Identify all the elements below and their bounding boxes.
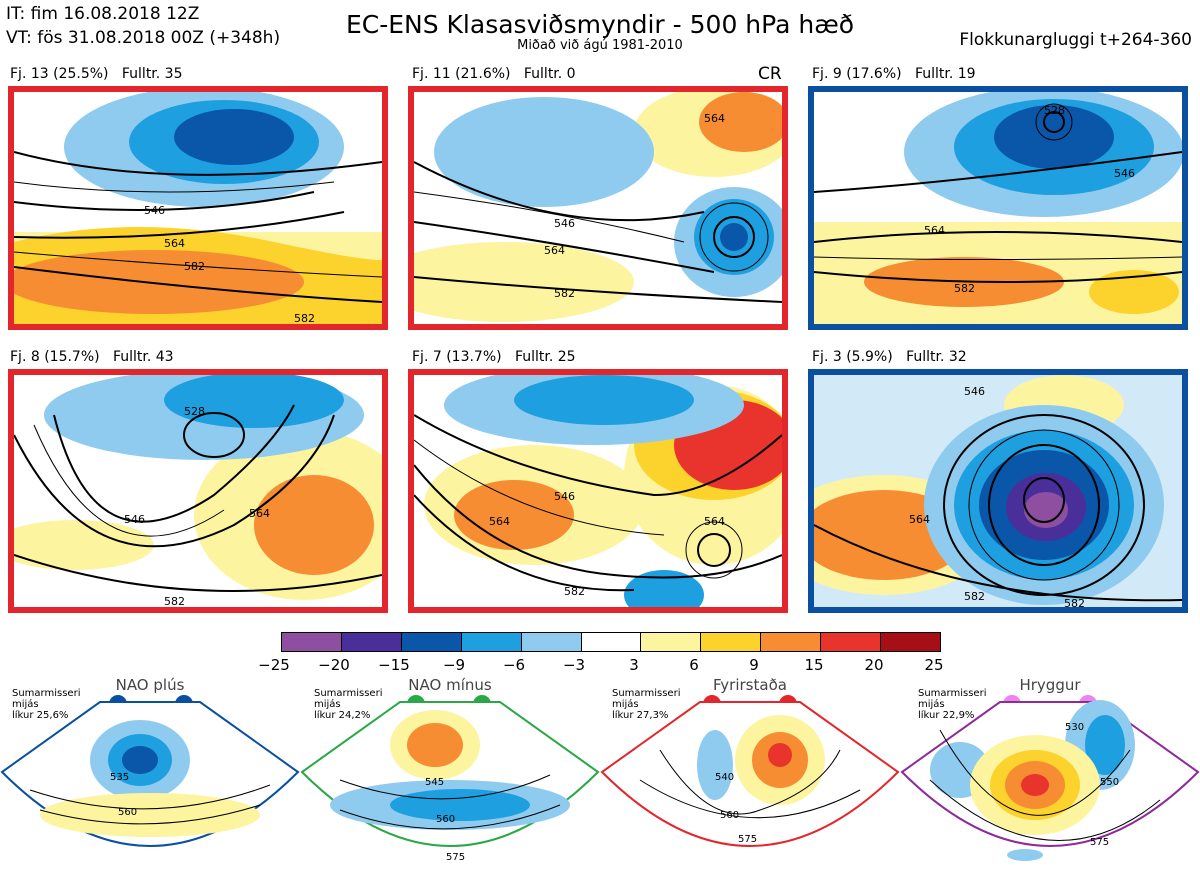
colorbar-tick: 9 (749, 656, 759, 674)
colorbar-tick: −3 (562, 656, 586, 674)
contour-label: 575 (446, 852, 465, 863)
regime-nao-minus-stats: Sumarmisseri mijás líkur 24,2% (314, 688, 383, 721)
regime-ridge-title: Hryggur (1019, 676, 1081, 694)
colorbar-swatch (521, 633, 582, 651)
contour-label: 564 (164, 237, 185, 250)
contour-label: 582 (964, 590, 985, 603)
page-title: EC-ENS Klasasviðsmyndir - 500 hPa hæð (345, 10, 855, 39)
contour-label: 530 (1065, 722, 1084, 733)
panel-6-label: Fj. 3 (5.9%) Fulltr. 32 (812, 349, 967, 365)
regime-nao-minus-map: 545 560 575 (300, 695, 600, 863)
cluster-map-13: 546 564 582 582 (8, 86, 388, 330)
colorbar-tick: −25 (258, 656, 290, 674)
contour-label: 575 (738, 834, 757, 845)
contour-label: 582 (554, 287, 575, 300)
panel-1-label: Fj. 13 (25.5%) Fulltr. 35 (10, 66, 183, 82)
cluster-map-13-plot: 546 564 582 582 (14, 92, 382, 324)
contour-label: 575 (1090, 837, 1109, 848)
contour-label: 564 (544, 244, 565, 257)
colorbar-swatch (461, 633, 522, 651)
control-run-marker: CR (758, 64, 782, 84)
colorbar-swatch (581, 633, 642, 651)
contour-label: 582 (954, 282, 975, 295)
contour-label: 564 (704, 515, 725, 528)
cluster-map-3: 546 564 582 582 (808, 369, 1188, 613)
panel-2-label: Fj. 11 (21.6%) Fulltr. 0 (412, 66, 576, 82)
cluster-map-11: 564 546 564 582 (408, 86, 788, 330)
page-subtitle: Miðað við ágú 1981-2010 (517, 38, 683, 53)
colorbar-tick: −6 (502, 656, 526, 674)
anomaly-colorbar (281, 632, 941, 652)
regime-ridge-stats: Sumarmisseri mijás líkur 22,9% (918, 688, 987, 721)
panel-3-label: Fj. 9 (17.6%) Fulltr. 19 (812, 66, 976, 82)
regime-block-stats: Sumarmisseri mijás líkur 27,3% (612, 688, 681, 721)
contour-label: 564 (704, 112, 725, 125)
regime-nao-minus-title: NAO mínus (408, 676, 492, 694)
colorbar-swatch (761, 633, 822, 651)
contour-label: 546 (964, 385, 985, 398)
cluster-map-11-plot: 564 546 564 582 (414, 92, 782, 322)
panel-4-label: Fj. 8 (15.7%) Fulltr. 43 (10, 349, 174, 365)
contour-label: 546 (1114, 167, 1135, 180)
cluster-map-7-plot: 546 564 582 564 (414, 375, 782, 607)
colorbar-tick: 6 (689, 656, 699, 674)
contour-label: 546 (554, 490, 575, 503)
contour-label: 582 (164, 595, 185, 607)
contour-label: 546 (144, 204, 165, 217)
cluster-map-8-plot: 528 546 564 582 (14, 375, 382, 607)
regime-ridge-map: 530 550 575 (900, 695, 1200, 861)
contour-label: 560 (118, 807, 137, 818)
valid-time: VT: fös 31.08.2018 00Z (+348h) (6, 28, 281, 48)
cluster-map-8: 528 546 564 582 (8, 369, 388, 613)
regime-block-title: Fyrirstaða (713, 676, 787, 694)
cluster-map-7: 546 564 582 564 (408, 369, 788, 613)
colorbar-swatch (282, 633, 342, 651)
colorbar-swatch (401, 633, 462, 651)
colorbar-swatch (641, 633, 702, 651)
cluster-map-9: 528 546 564 582 (808, 86, 1188, 330)
colorbar-tick: −15 (378, 656, 410, 674)
contour-label: 560 (720, 810, 739, 821)
colorbar-tick: 20 (864, 656, 884, 674)
cluster-map-9-plot: 528 546 564 582 (814, 92, 1182, 324)
panel-5-label: Fj. 7 (13.7%) Fulltr. 25 (412, 349, 576, 365)
colorbar-swatch (701, 633, 762, 651)
colorbar-tick: −20 (318, 656, 350, 674)
colorbar-swatch (881, 633, 940, 651)
contour-label: 535 (110, 772, 129, 783)
regime-block-map: 540 560 575 (600, 695, 900, 847)
cluster-map-3-plot: 546 564 582 582 (814, 375, 1182, 607)
contour-label: 540 (715, 772, 734, 783)
regime-nao-plus-title: NAO plús (115, 676, 185, 694)
colorbar-tick: 3 (629, 656, 639, 674)
contour-label: 528 (184, 405, 205, 418)
contour-label: 582 (294, 312, 315, 324)
classification-window: Flokkunargluggi t+264-360 (959, 30, 1192, 50)
contour-label: 564 (909, 513, 930, 526)
contour-label: 545 (425, 777, 444, 788)
contour-label: 564 (924, 224, 945, 237)
colorbar-tick: −9 (442, 656, 466, 674)
contour-label: 582 (184, 260, 205, 273)
contour-label: 550 (1100, 777, 1119, 788)
colorbar-swatch (821, 633, 882, 651)
colorbar-tick: 25 (924, 656, 944, 674)
contour-label: 546 (554, 217, 575, 230)
contour-label: 582 (1064, 597, 1085, 607)
contour-label: 528 (1044, 104, 1065, 117)
contour-label: 564 (249, 507, 270, 520)
regime-nao-plus-map: 535 560 (0, 695, 300, 847)
colorbar-swatch (341, 633, 402, 651)
contour-label: 582 (564, 585, 585, 598)
regime-nao-plus-stats: Sumarmisseri mijás líkur 25,6% (12, 688, 81, 721)
contour-label: 564 (489, 515, 510, 528)
init-time: IT: fim 16.08.2018 12Z (6, 4, 200, 24)
colorbar-tick: 15 (804, 656, 824, 674)
contour-label: 560 (436, 814, 455, 825)
contour-label: 546 (124, 513, 145, 526)
